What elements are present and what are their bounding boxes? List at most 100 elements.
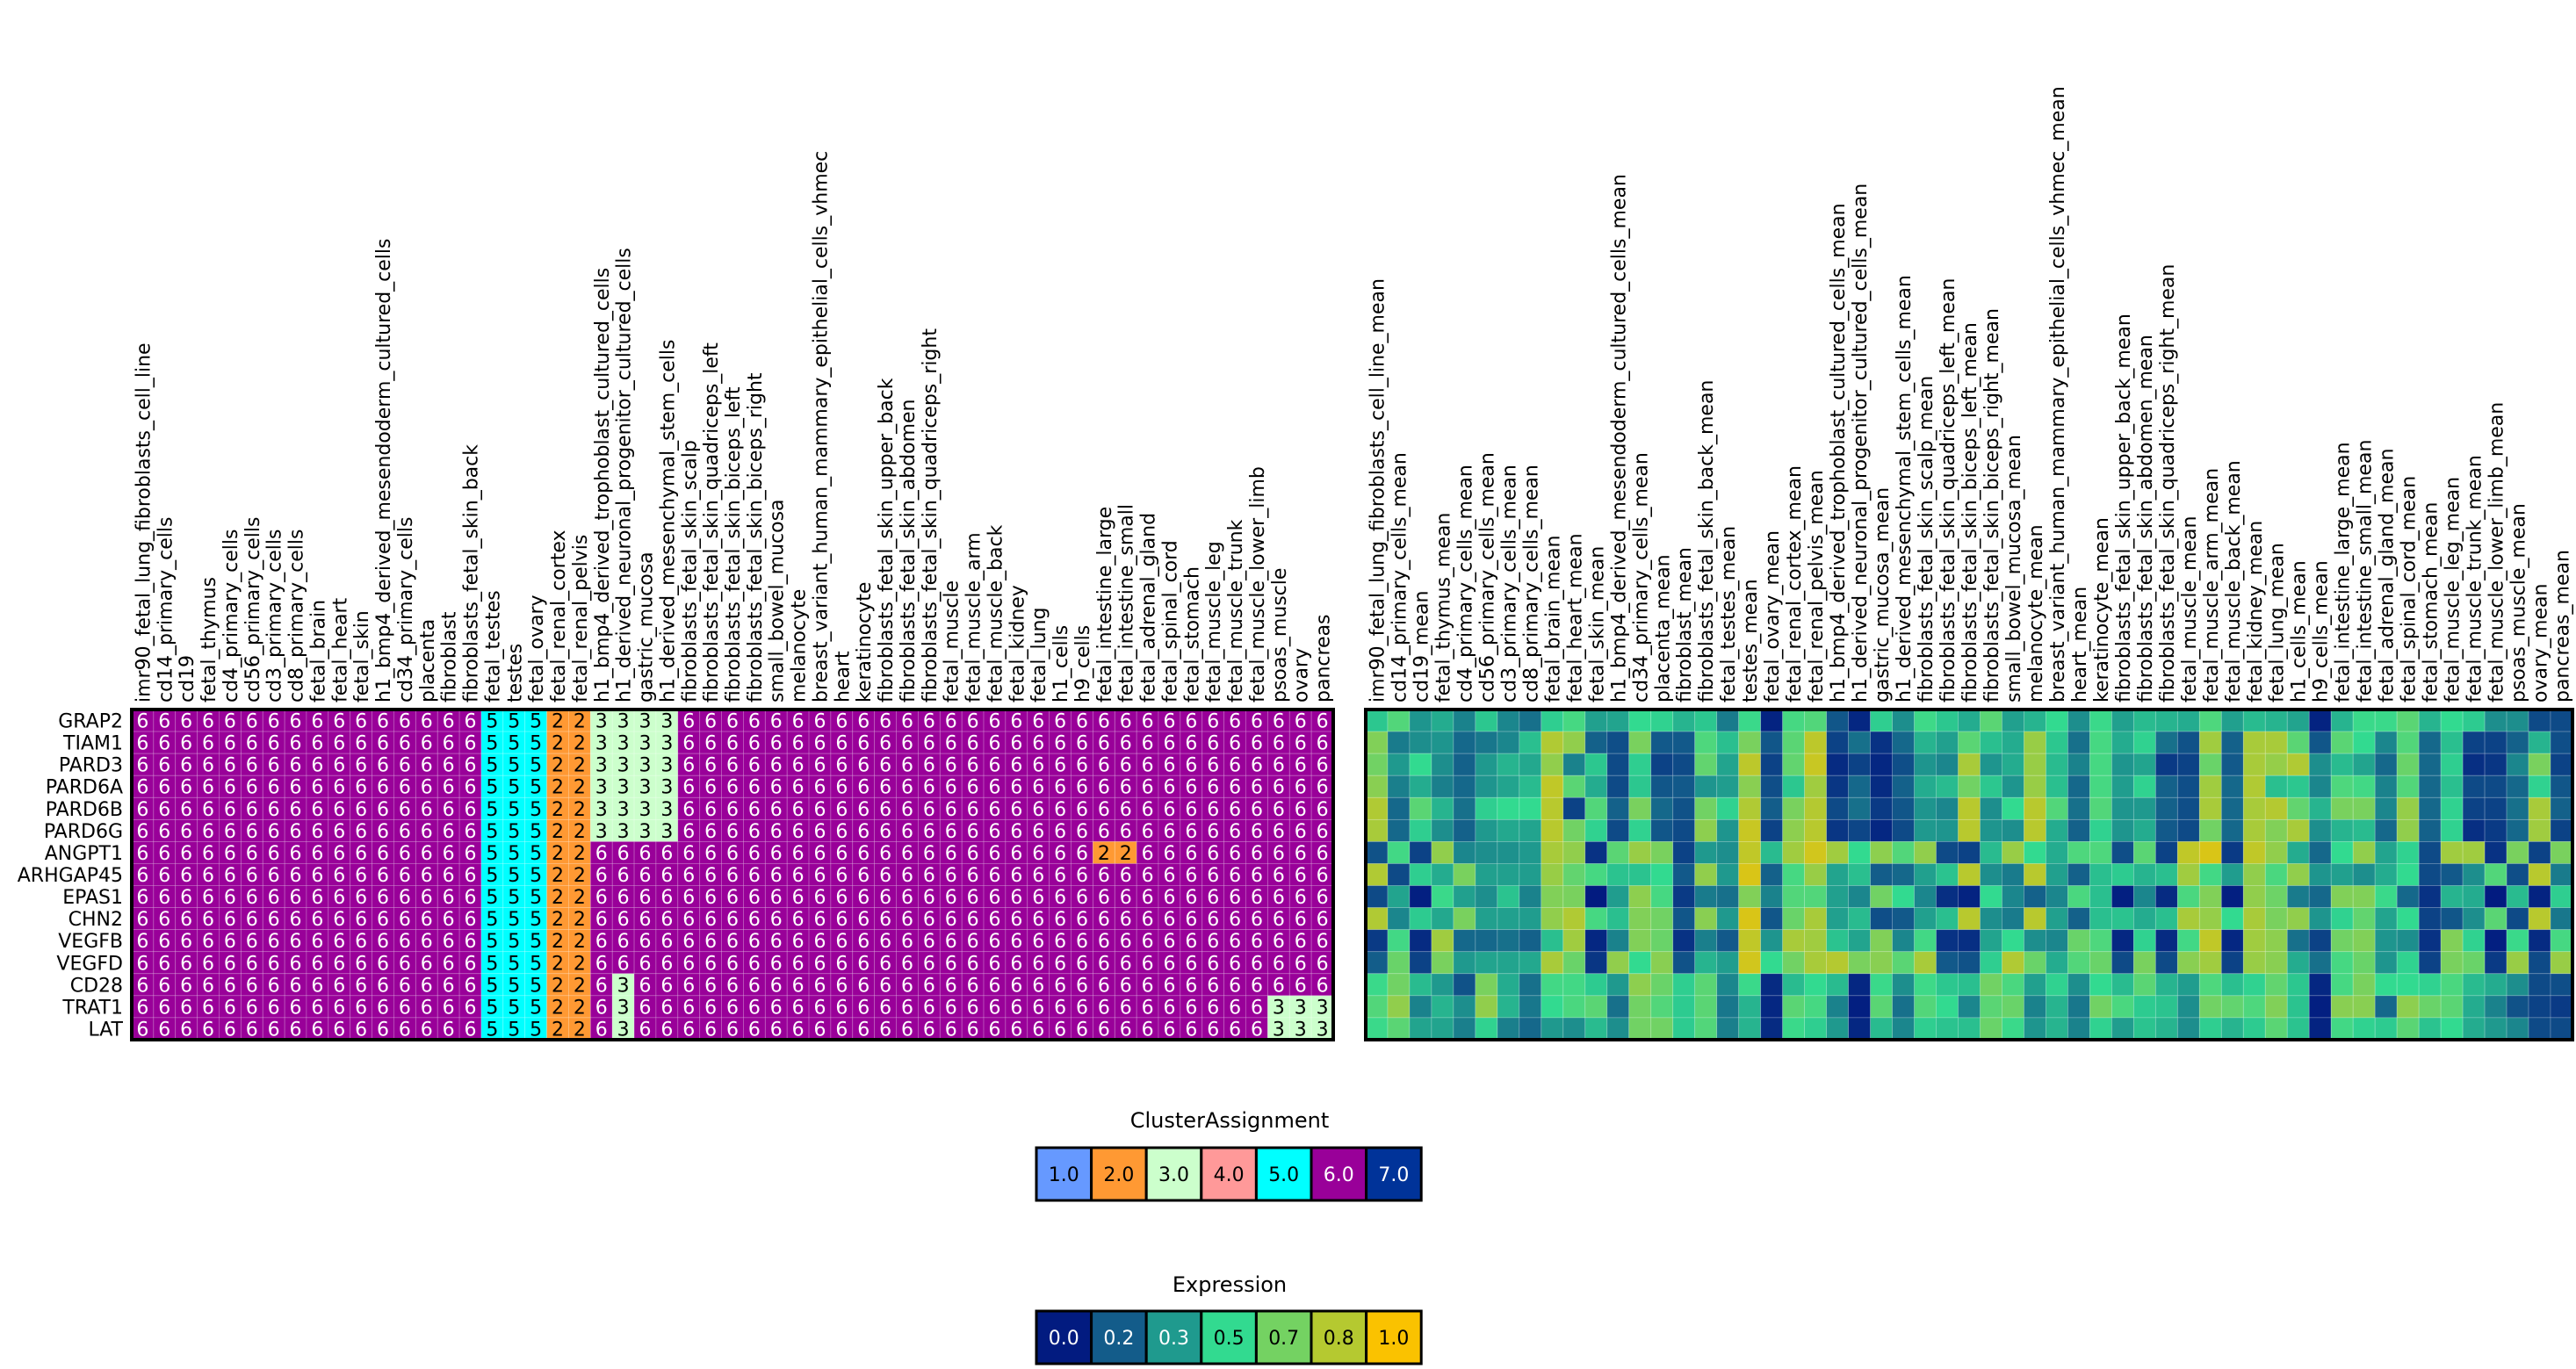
- expression-cell: [1694, 929, 1718, 953]
- cluster-cell: [350, 796, 372, 820]
- expression-cell: [1716, 775, 1740, 798]
- cluster-cell: [568, 753, 591, 776]
- cluster-column-label: testes: [504, 644, 526, 703]
- expression-cell: [1672, 796, 1696, 820]
- cluster-cell: [743, 885, 766, 908]
- cluster-cell: [1310, 796, 1334, 820]
- cluster-cell-label: 6: [1207, 931, 1219, 953]
- expression-cell: [1365, 1017, 1389, 1041]
- cluster-cell-label: 6: [246, 1019, 258, 1041]
- expression-cell: [1716, 1017, 1740, 1041]
- expression-cell: [1475, 709, 1498, 732]
- cluster-cell: [1005, 775, 1028, 798]
- expression-cell: [1980, 709, 2002, 732]
- cluster-cell: [918, 796, 941, 820]
- expression-cell: [1475, 863, 1498, 886]
- cluster-cell: [306, 907, 329, 931]
- cluster-cell-label: 6: [1229, 843, 1241, 865]
- cluster-cell-label: 6: [377, 1019, 389, 1041]
- expression-cell: [1606, 951, 1630, 975]
- expression-cell: [1562, 863, 1586, 886]
- expression-cell: [2418, 907, 2442, 931]
- expression-cell: [2198, 995, 2222, 1019]
- cluster-cell-label: 6: [792, 777, 805, 799]
- cluster-cell: [175, 951, 198, 975]
- expression-cell: [1848, 863, 1871, 886]
- cluster-cell-label: 6: [1098, 821, 1110, 843]
- expression-cell: [2220, 929, 2244, 953]
- cluster-cell-label: 6: [1054, 997, 1066, 1019]
- cluster-cell-label: 6: [901, 777, 913, 799]
- expression-column-label: fetal_ovary_mean: [1762, 530, 1784, 703]
- cluster-cell-label: 5: [508, 909, 520, 931]
- cluster-cell-label: 6: [311, 997, 323, 1019]
- expression-cell: [1804, 995, 1828, 1019]
- cluster-cell-label: 6: [1185, 997, 1197, 1019]
- cluster-cell: [197, 951, 220, 975]
- expression-cell: [1892, 775, 1915, 798]
- cluster-cell: [480, 929, 504, 953]
- cluster-cell-label: 6: [443, 755, 455, 777]
- cluster-cell-label: 5: [486, 887, 498, 909]
- cluster-cell: [524, 796, 547, 820]
- expression-cell: [2154, 1017, 2178, 1041]
- cluster-cell: [219, 929, 242, 953]
- cluster-cell: [153, 951, 177, 975]
- cluster-cell-label: 6: [639, 1019, 652, 1041]
- expression-cell: [1738, 863, 1762, 886]
- cluster-cell-label: 6: [967, 865, 979, 887]
- expression-cell: [1804, 885, 1828, 908]
- cluster-cell: [1136, 818, 1159, 842]
- expression-cell: [1431, 709, 1454, 732]
- expression-cell: [1804, 841, 1828, 864]
- cluster-cell-label: 6: [1207, 1019, 1219, 1041]
- expression-cell: [1738, 1017, 1762, 1041]
- cluster-cell: [939, 753, 963, 776]
- cluster-cell-label: 6: [377, 843, 389, 865]
- expression-cell: [1870, 731, 1893, 754]
- cluster-cell-label: 6: [879, 909, 891, 931]
- cluster-cell-label: 6: [1098, 953, 1110, 975]
- cluster-cell-label: 6: [202, 865, 214, 887]
- cluster-cell: [350, 929, 372, 953]
- expression-cell: [1497, 907, 1520, 931]
- expression-cell: [2286, 818, 2310, 842]
- expression-cell: [1980, 796, 2002, 820]
- expression-column-label: cd34_primary_cells_mean: [1630, 452, 1652, 703]
- cluster-cell-label: 6: [1207, 799, 1219, 821]
- expression-cell: [1431, 841, 1454, 864]
- expression-cell: [2462, 1017, 2486, 1041]
- expression-cell: [2374, 973, 2398, 997]
- expression-cell: [1387, 709, 1411, 732]
- cluster-cell: [1310, 731, 1334, 754]
- cluster-cell-label: 6: [1142, 843, 1154, 865]
- expression-cell: [2506, 818, 2529, 842]
- expression-cell: [2132, 753, 2156, 776]
- cluster-cell: [1114, 907, 1137, 931]
- cluster-cell: [1288, 709, 1312, 732]
- expression-cell: [1760, 973, 1784, 997]
- cluster-cell-label: 2: [574, 931, 586, 953]
- expression-cell: [2067, 818, 2090, 842]
- cluster-cell-label: 6: [879, 755, 891, 777]
- expression-column-label: ovary_mean: [2530, 584, 2552, 703]
- cluster-cell-label: 6: [988, 953, 1000, 975]
- expression-cell: [1475, 1017, 1498, 1041]
- expression-column-label: cd19_mean: [1411, 591, 1432, 703]
- gene-label: PARD6A: [46, 777, 123, 799]
- cluster-cell: [350, 731, 372, 754]
- expression-cell: [1826, 796, 1849, 820]
- expression-cell: [2024, 907, 2046, 931]
- expression-cell: [2330, 775, 2354, 798]
- expression-cell: [1628, 951, 1652, 975]
- cluster-cell-label: 5: [508, 755, 520, 777]
- cluster-cell-label: 6: [333, 931, 345, 953]
- expression-cell: [2418, 731, 2442, 754]
- expression-cell: [1936, 753, 1959, 776]
- expression-cell: [1584, 709, 1608, 732]
- cluster-cell-label: 6: [923, 843, 935, 865]
- cluster-cell-label: 6: [1185, 733, 1197, 755]
- expression-cell: [1870, 929, 1893, 953]
- cluster-cell-label: 6: [857, 755, 869, 777]
- expression-cell: [1562, 775, 1586, 798]
